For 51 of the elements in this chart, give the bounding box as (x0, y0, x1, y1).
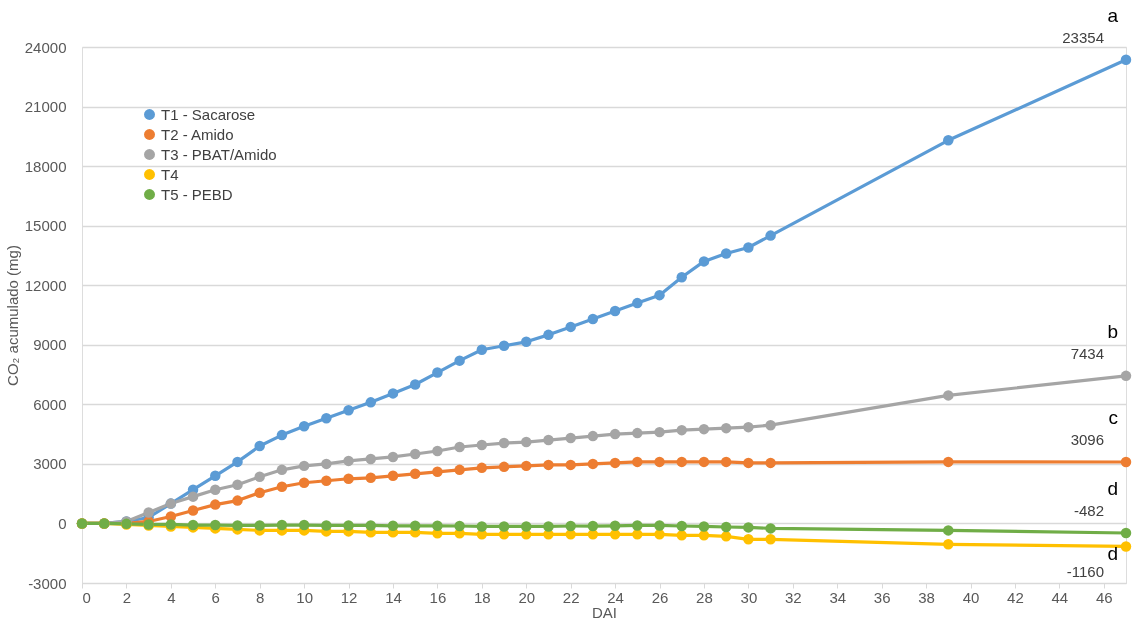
x-tick-label: 38 (918, 588, 935, 606)
legend-label: T2 - Amido (161, 125, 234, 143)
x-tick-label: 34 (829, 588, 847, 606)
y-tick-label: 0 (58, 514, 67, 532)
x-tick-label: 4 (167, 588, 176, 606)
x-tick-label: 44 (1051, 588, 1069, 606)
y-tick-label: 3000 (33, 455, 67, 473)
legend-label: T5 - PEBD (161, 185, 233, 203)
data-label: 3096 (1070, 430, 1104, 448)
annotation: d (1107, 478, 1118, 500)
x-tick-label: 24 (607, 588, 624, 606)
x-tick-label: 16 (429, 588, 447, 606)
legend-label: T1 - Sacarose (161, 105, 256, 123)
y-tick-label: 12000 (24, 276, 67, 294)
annotation: c (1108, 406, 1118, 428)
data-label: -482 (1073, 502, 1104, 520)
x-tick-label: 12 (340, 588, 358, 606)
data-label: -1160 (1066, 563, 1104, 581)
x-tick-label: 22 (562, 588, 580, 606)
legend-label: T4 (161, 165, 179, 183)
x-tick-label: 0 (82, 588, 91, 606)
x-tick-label: 10 (296, 588, 313, 606)
y-tick-label: 24000 (24, 38, 67, 56)
x-tick-label: 30 (740, 588, 758, 606)
x-tick-label: 2 (122, 588, 132, 606)
y-tick-label: 21000 (24, 98, 67, 116)
y-tick-label: 6000 (33, 395, 67, 413)
x-tick-label: 46 (1095, 588, 1113, 606)
y-tick-label: -3000 (28, 574, 67, 592)
data-label: 23354 (1062, 28, 1104, 46)
x-tick-label: 18 (473, 588, 491, 606)
x-tick-label: 20 (518, 588, 536, 606)
x-tick-label: 6 (211, 588, 220, 606)
y-axis-title: CO₂ acumulado (mg) (3, 245, 21, 386)
x-tick-label: 8 (256, 588, 265, 606)
x-tick-label: 32 (784, 588, 802, 606)
annotation: b (1107, 320, 1118, 342)
x-tick-label: 14 (385, 588, 402, 606)
y-tick-label: 9000 (33, 336, 67, 354)
x-tick-label: 28 (696, 588, 713, 606)
annotation: d (1107, 543, 1118, 565)
x-axis-title: DAI (591, 603, 618, 621)
y-tick-label: 18000 (24, 157, 67, 175)
text: a (1107, 4, 1119, 26)
y-tick-label: 15000 (24, 217, 67, 235)
x-tick-label: 26 (651, 588, 669, 606)
data-label: 7434 (1070, 344, 1104, 362)
x-tick-label: 40 (962, 588, 980, 606)
x-tick-label: 42 (1007, 588, 1024, 606)
legend-label: T3 - PBAT/Amido (161, 145, 277, 163)
x-tick-label: 36 (873, 588, 891, 606)
